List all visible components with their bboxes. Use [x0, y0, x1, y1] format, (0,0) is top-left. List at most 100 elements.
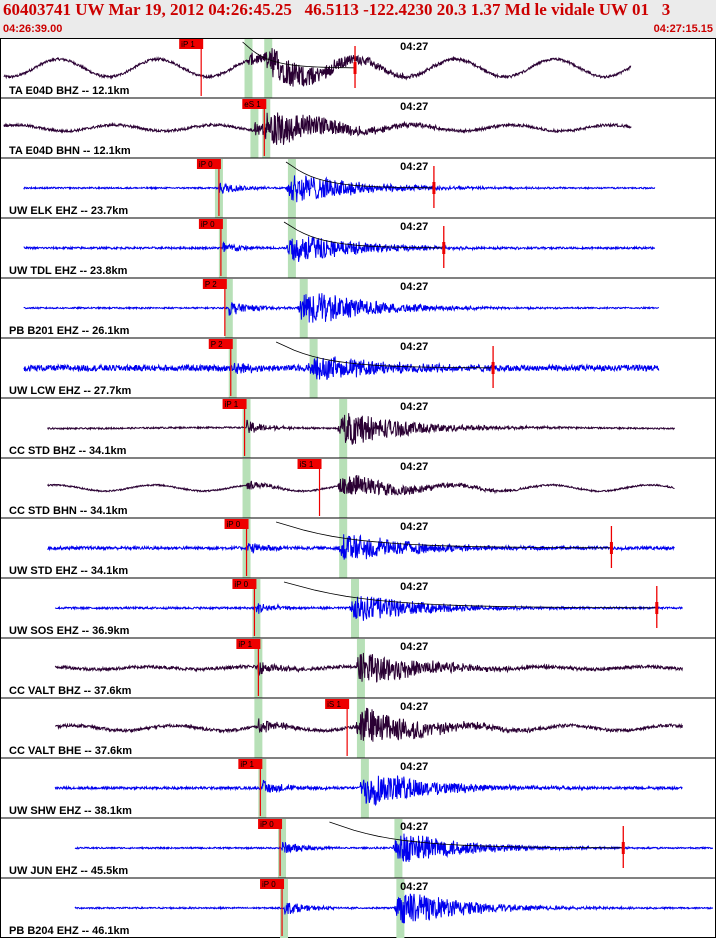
trace-row: 04:27 eS 1 TA E04D BHN -- 12.1km: [0, 97, 716, 158]
pick-tag: [222, 399, 247, 409]
pick-tag: [202, 279, 227, 289]
pick-label: iP 0: [227, 520, 241, 529]
trace-row: 04:27 iS 1 CC STD BHN -- 34.1km: [0, 457, 716, 518]
amplitude-fit-curve: [283, 221, 444, 249]
trace-row: 04:27 iP 1 CC VALT BHZ -- 37.6km: [0, 637, 716, 698]
minute-marker-label: 04:27: [400, 101, 428, 113]
s-window-band: [339, 399, 348, 458]
station-label: PB B201 EHZ -- 26.1km: [9, 325, 130, 337]
pick-tag: [224, 519, 249, 529]
station-label: CC STD BHN -- 34.1km: [9, 505, 128, 517]
amplitude-fit-curve: [275, 341, 494, 369]
minute-marker-label: 04:27: [400, 461, 428, 473]
minute-marker-label: 04:27: [400, 521, 428, 533]
pick-tag: [238, 759, 263, 769]
station-label: CC STD BHZ -- 34.1km: [9, 445, 127, 457]
station-label: CC VALT BHZ -- 37.6km: [9, 685, 132, 697]
pick-label: iP 0: [201, 220, 215, 229]
station-label: UW LCW EHZ -- 27.7km: [9, 385, 131, 397]
pick-label: iP 1: [181, 40, 195, 49]
trace-row: 04:27 P 2 UW LCW EHZ -- 27.7km: [0, 337, 716, 398]
trace-row: 04:27 iP 0 UW ELK EHZ -- 23.7km: [0, 157, 716, 218]
coda-end-tick: [621, 842, 625, 854]
coda-end-tick: [491, 362, 495, 374]
station-label: CC VALT BHE -- 37.6km: [9, 745, 132, 757]
waveform-trace: [74, 893, 714, 924]
waveform-trace: [54, 775, 683, 807]
event-title: 60403741 UW Mar 19, 2012 04:26:45.25 46.…: [3, 0, 671, 19]
p-window-band: [242, 459, 251, 518]
pick-tag: [325, 699, 350, 709]
pick-tag: [258, 819, 283, 829]
window-end-time: 04:27:15.15: [653, 23, 713, 35]
station-label: UW SHW EHZ -- 38.1km: [9, 805, 132, 817]
trace-row: 04:27 iP 0 UW TDL EHZ -- 23.8km: [0, 217, 716, 278]
minute-marker-label: 04:27: [400, 41, 428, 53]
pick-tag: [198, 219, 223, 229]
pick-tag: [179, 39, 204, 49]
waveform-trace: [47, 534, 675, 560]
waveform-trace: [3, 48, 632, 87]
pick-label: iP 0: [260, 820, 274, 829]
trace-row: 04:27 iS 1 CC VALT BHE -- 37.6km: [0, 697, 716, 758]
coda-end-tick: [432, 182, 436, 194]
amplitude-fit-curve: [275, 521, 612, 549]
s-window-band: [264, 39, 273, 98]
waveform-trace: [55, 707, 683, 742]
minute-marker-label: 04:27: [400, 881, 428, 893]
p-window-band: [242, 399, 251, 458]
minute-marker-label: 04:27: [400, 821, 428, 833]
trace-row: 04:27 iP 0 UW SOS EHZ -- 36.9km: [0, 577, 716, 638]
station-label: UW ELK EHZ -- 23.7km: [9, 205, 128, 217]
waveform-trace: [23, 293, 659, 323]
waveform-trace: [3, 112, 632, 145]
minute-marker-label: 04:27: [400, 401, 428, 413]
minute-marker-label: 04:27: [400, 641, 428, 653]
waveform-trace: [23, 236, 656, 262]
pick-label: iP 0: [234, 580, 248, 589]
coda-end-tick: [609, 542, 613, 554]
minute-marker-label: 04:27: [400, 761, 428, 773]
waveform-trace: [47, 474, 675, 496]
trace-row: 04:27 iP 0 PB B204 EHZ -- 46.1km: [0, 877, 716, 938]
station-label: UW SOS EHZ -- 36.9km: [9, 625, 130, 637]
minute-marker-label: 04:27: [400, 281, 428, 293]
station-label: TA E04D BHN -- 12.1km: [9, 145, 131, 157]
station-label: PB B204 EHZ -- 46.1km: [9, 925, 130, 937]
trace-row: 04:27 iP 1 TA E04D BHZ -- 12.1km: [3, 39, 632, 98]
minute-marker-label: 04:27: [400, 221, 428, 233]
coda-end-tick: [353, 62, 357, 74]
waveform-trace: [54, 596, 683, 621]
pick-tag: [196, 159, 221, 169]
station-label: UW STD EHZ -- 34.1km: [9, 565, 128, 577]
pick-tag: [260, 879, 285, 889]
waveform-trace: [74, 833, 713, 863]
p-window-band: [244, 39, 253, 98]
pick-tag: [242, 99, 267, 109]
pick-label: iS 1: [327, 700, 341, 709]
pick-tag: [208, 339, 233, 349]
trace-row: 04:27 P 2 PB B201 EHZ -- 26.1km: [0, 277, 716, 338]
pick-label: iP 0: [199, 160, 213, 169]
coda-end-tick: [655, 602, 659, 614]
waveform-trace: [47, 413, 675, 445]
pick-label: P 2: [211, 340, 223, 349]
trace-row: 04:27 iP 1 UW SHW EHZ -- 38.1km: [0, 757, 716, 818]
pick-label: iP 1: [238, 640, 252, 649]
pick-label: iP 1: [240, 760, 254, 769]
coda-end-tick: [442, 242, 446, 254]
pick-tag: [232, 579, 257, 589]
minute-marker-label: 04:27: [400, 581, 428, 593]
waveform-trace: [54, 652, 683, 683]
minute-marker-label: 04:27: [400, 701, 428, 713]
amplitude-fit-curve: [242, 41, 355, 69]
waveform-trace: [23, 175, 656, 203]
p-window-band: [254, 699, 263, 758]
amplitude-fit-curve: [329, 821, 624, 849]
pick-tag: [236, 639, 261, 649]
amplitude-fit-curve: [285, 161, 434, 189]
minute-marker-label: 04:27: [400, 341, 428, 353]
pick-label: eS 1: [244, 100, 261, 109]
trace-row: 04:27 iP 0 UW STD EHZ -- 34.1km: [0, 517, 716, 578]
amplitude-fit-curve: [283, 581, 657, 609]
